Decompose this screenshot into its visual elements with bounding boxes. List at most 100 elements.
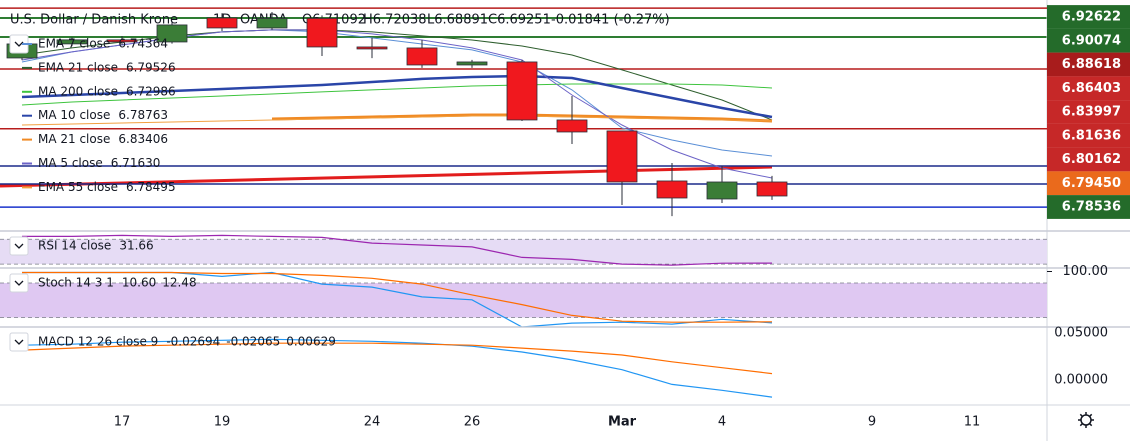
- indicator-line: [22, 271, 773, 323]
- chevron-icon[interactable]: [14, 280, 24, 286]
- price-label-box: [1047, 28, 1130, 53]
- price-label: 6.88618: [1062, 57, 1121, 72]
- price-label: 6.81636: [1062, 128, 1121, 143]
- indicator-line: [22, 234, 773, 266]
- y-tick-label: 100.00: [1063, 264, 1109, 279]
- x-tick-label: 9: [868, 415, 876, 430]
- settings-button[interactable]: [1078, 412, 1094, 428]
- scale-label: 0.05000: [1054, 326, 1108, 341]
- chevron-icon[interactable]: [14, 243, 24, 249]
- price-label: 6.86403: [1062, 81, 1121, 96]
- price-label-box: [1047, 171, 1130, 196]
- price-label-box: [1047, 52, 1130, 77]
- legend-value: 6.72986: [126, 84, 176, 98]
- pane-value: -0.02065: [226, 335, 280, 349]
- price-label-box: [1047, 100, 1130, 124]
- x-tick-label: Mar: [608, 415, 637, 430]
- pane-value: 12.48: [162, 276, 196, 290]
- candle-body: [656, 180, 688, 199]
- price-label: 6.90074: [1062, 33, 1121, 48]
- pane: [0, 234, 1047, 266]
- symbol-title: U.S. Dollar / Danish Krone: [10, 13, 178, 28]
- pane-value: 10.60: [122, 276, 156, 290]
- band: [0, 239, 1047, 265]
- ohlc-low: L6.68891: [427, 13, 488, 28]
- change: -0.01841 (-0.27%): [551, 13, 670, 28]
- candle-body: [456, 61, 488, 66]
- legend-name: EMA 55 close: [38, 180, 118, 194]
- price-label-box: [1047, 5, 1130, 29]
- candle-body: [206, 17, 238, 29]
- price-label-box: [1047, 123, 1130, 148]
- indicator-line: [21, 115, 773, 126]
- pane-title: Stoch 14 3 1: [38, 276, 114, 290]
- indicator-line: [21, 83, 773, 106]
- price-label: 6.78536: [1062, 200, 1121, 215]
- ohlc-close: C6.69251: [488, 13, 551, 28]
- candle-body: [406, 47, 438, 66]
- pane-title: MACD 12 26 close 9: [38, 335, 158, 349]
- candle-body: [156, 24, 188, 43]
- collapse-button[interactable]: [9, 332, 29, 352]
- indicator-line: [21, 29, 773, 121]
- x-tick-label: 4: [718, 415, 726, 430]
- indicator-line: [21, 74, 773, 119]
- candle-body: [506, 61, 538, 121]
- candle-body: [756, 181, 788, 197]
- candle-body: [256, 17, 288, 29]
- legend-name: MA 21 close: [38, 132, 110, 146]
- gear-spokes[interactable]: [1078, 412, 1094, 428]
- legend-name: MA 10 close: [38, 108, 110, 122]
- pane: [21, 338, 773, 398]
- candle-body: [56, 39, 88, 45]
- pane-title: RSI 14 close: [38, 239, 111, 253]
- pane-value: 31.66: [119, 239, 153, 253]
- x-tick-label: 26: [464, 415, 481, 430]
- legend-value: 6.74364: [118, 37, 168, 51]
- candle-body: [106, 39, 138, 43]
- price-label: 6.92622: [1062, 10, 1121, 25]
- legend-name: MA 5 close: [38, 156, 103, 170]
- price-label: 6.80162: [1062, 152, 1121, 167]
- legend-value: 6.71630: [111, 156, 161, 170]
- candle-body: [306, 17, 338, 48]
- legend-value: 6.79526: [126, 60, 176, 74]
- indicator-line: [21, 342, 773, 375]
- legend-name: EMA 7 close: [38, 37, 110, 51]
- scale-label: 0.00000: [1054, 373, 1108, 388]
- chevron-icon[interactable]: [14, 41, 24, 47]
- price-label: 6.83997: [1062, 105, 1121, 120]
- price-label-box: [1047, 195, 1130, 219]
- ohlc-high: H6.72038: [363, 13, 427, 28]
- candle-body: [556, 119, 588, 133]
- legend-name: MA 200 close: [38, 84, 118, 98]
- legend-name: EMA 21 close: [38, 60, 118, 74]
- pane-value: 0.00629: [286, 335, 336, 349]
- legend-value: 6.78495: [126, 180, 176, 194]
- x-tick-label: 11: [964, 415, 981, 430]
- x-tick-label: 24: [364, 415, 381, 430]
- price-label-box: [1047, 76, 1130, 101]
- collapse-button[interactable]: [9, 236, 29, 256]
- trend-line: [0, 165, 773, 188]
- indicator-line: [21, 29, 773, 179]
- price-label: 6.79450: [1062, 176, 1121, 191]
- pane: [0, 271, 1047, 327]
- main-pane: [0, 7, 1047, 217]
- band: [0, 283, 1047, 318]
- chevron-icon[interactable]: [14, 339, 24, 345]
- candle-body: [706, 181, 738, 200]
- x-tick-label: 19: [214, 415, 231, 430]
- legend-value: 6.83406: [118, 132, 168, 146]
- x-tick-label: 17: [114, 415, 131, 430]
- candle-body: [606, 130, 638, 183]
- pane-value: -0.02694: [166, 335, 220, 349]
- price-label-box: [1047, 147, 1130, 172]
- collapse-button[interactable]: [9, 273, 29, 293]
- indicator-line: [21, 338, 773, 398]
- candle-body: [356, 46, 388, 50]
- legend-value: 6.78763: [118, 108, 168, 122]
